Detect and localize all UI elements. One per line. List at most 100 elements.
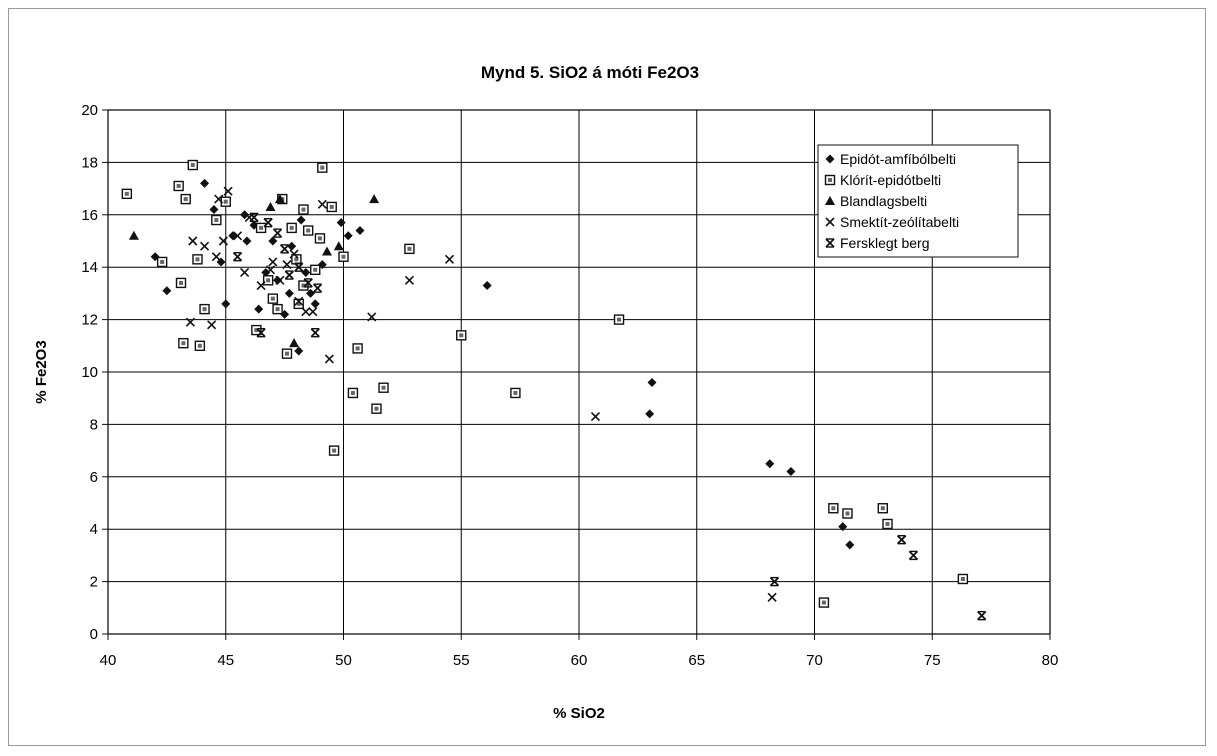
data-point-series-4 (263, 217, 273, 228)
x-axis-label: % SiO2 (553, 705, 605, 722)
data-point-series-0 (845, 540, 855, 550)
data-point-series-3 (308, 307, 318, 317)
y-tick-label: 2 (90, 574, 98, 591)
chart-title: Mynd 5. SiO2 á móti Fe2O3 (481, 63, 699, 82)
legend-box (817, 144, 1019, 258)
data-point-series-3 (199, 241, 210, 251)
y-tick-label: 6 (90, 469, 98, 486)
data-point-series-3 (207, 320, 217, 330)
data-point-series-1 (828, 503, 839, 514)
data-point-series-3 (324, 354, 334, 364)
data-point-series-0 (355, 226, 365, 236)
data-point-series-1 (314, 233, 326, 244)
data-point-series-2 (369, 194, 380, 204)
data-point-series-1 (220, 196, 231, 207)
data-point-series-1 (404, 243, 415, 255)
y-tick-label: 16 (81, 207, 98, 224)
data-point-series-1 (173, 180, 184, 192)
data-point-series-3 (444, 254, 455, 264)
data-point-series-1 (310, 264, 321, 276)
data-point-series-4 (312, 283, 323, 293)
data-point-series-0 (200, 178, 210, 188)
data-point-series-1 (842, 508, 853, 519)
data-point-series-0 (296, 215, 306, 225)
data-point-series-1 (180, 193, 191, 205)
data-point-series-1 (175, 277, 187, 289)
data-point-series-1 (267, 293, 279, 304)
x-tick-label: 45 (217, 652, 234, 669)
x-tick-label: 60 (571, 652, 588, 669)
data-point-series-1 (293, 298, 304, 310)
legend-entry: Klórít-epidótbelti (840, 172, 941, 188)
data-point-series-3 (289, 249, 299, 259)
data-point-series-4 (310, 328, 320, 338)
data-point-series-4 (908, 550, 919, 561)
data-point-series-3 (256, 280, 266, 291)
data-point-series-3 (232, 231, 243, 241)
data-point-series-0 (287, 241, 297, 251)
data-point-series-3 (268, 257, 278, 267)
data-point-series-3 (317, 199, 327, 209)
data-point-series-4 (232, 252, 243, 262)
data-point-series-0 (162, 286, 172, 296)
y-tick-label: 0 (90, 626, 98, 643)
data-point-series-0 (249, 220, 259, 230)
data-point-series-0 (221, 299, 231, 309)
data-point-series-3 (218, 236, 228, 246)
data-point-series-2 (265, 201, 276, 211)
data-point-series-2 (274, 194, 285, 204)
data-point-series-3 (282, 260, 292, 270)
data-point-series-0 (268, 236, 278, 246)
data-point-series-0 (765, 459, 775, 469)
data-point-series-1 (371, 403, 382, 414)
legend-entry: Epidót-amfíbólbelti (840, 151, 956, 167)
y-axis-label: % Fe2O3 (33, 340, 50, 403)
legend: Epidót-amfíbólbelti Klórít-epidótbelti Bla… (817, 144, 1019, 258)
data-point-series-0 (294, 346, 304, 356)
data-point-series-3 (767, 592, 777, 602)
data-point-series-4 (303, 278, 313, 288)
data-point-series-3 (240, 267, 250, 278)
data-point-series-1 (882, 518, 893, 530)
data-point-series-1 (187, 159, 198, 171)
data-point-series-4 (279, 244, 290, 254)
data-point-series-1 (251, 324, 262, 336)
data-point-series-3 (301, 307, 311, 317)
data-point-series-0 (482, 281, 492, 291)
data-point-series-1 (298, 204, 309, 215)
data-point-series-0 (228, 231, 238, 241)
data-point-series-0 (240, 210, 250, 220)
y-tick-label: 4 (90, 521, 98, 538)
data-point-series-1 (456, 330, 467, 341)
data-point-series-4 (294, 262, 304, 272)
data-point-series-1 (302, 225, 314, 236)
legend-entry: Fersklegt berg (840, 235, 929, 251)
data-point-series-0 (209, 205, 219, 215)
data-point-series-4 (272, 228, 283, 238)
data-point-series-1 (510, 387, 521, 399)
data-point-series-1 (326, 201, 337, 213)
data-point-series-0 (261, 267, 271, 277)
data-point-series-3 (214, 194, 224, 204)
x-tick-label: 40 (100, 652, 117, 669)
data-point-series-0 (645, 409, 655, 419)
data-point-series-1 (178, 337, 189, 349)
data-point-series-2 (128, 230, 139, 240)
x-tick-label: 50 (335, 652, 352, 669)
data-point-series-3 (185, 317, 195, 327)
data-point-series-3 (211, 252, 221, 262)
data-point-series-1 (317, 162, 328, 173)
data-point-series-0 (273, 275, 283, 285)
data-point-series-1 (199, 303, 210, 315)
y-tick-label: 18 (81, 154, 98, 171)
data-point-series-1 (347, 387, 359, 399)
data-point-series-1 (613, 314, 625, 325)
data-point-series-3 (275, 275, 285, 285)
data-point-series-4 (249, 212, 259, 223)
data-point-series-3 (188, 236, 198, 246)
y-tick-label: 14 (81, 259, 98, 276)
legend-marker (825, 196, 835, 205)
data-point-series-3 (590, 411, 601, 422)
data-point-series-1 (818, 597, 830, 608)
